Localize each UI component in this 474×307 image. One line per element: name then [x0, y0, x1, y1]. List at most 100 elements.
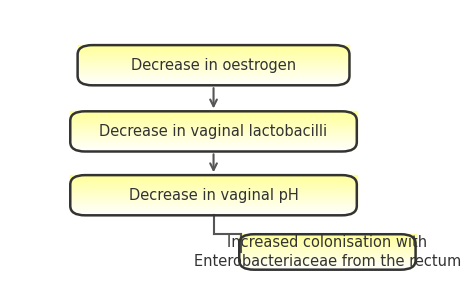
Bar — [70, 208, 357, 209]
Bar — [70, 124, 357, 125]
Text: Decrease in vaginal pH: Decrease in vaginal pH — [128, 188, 299, 203]
Bar — [78, 48, 349, 49]
Bar — [70, 121, 357, 122]
Bar — [70, 194, 357, 195]
Bar — [78, 50, 349, 51]
Bar — [70, 140, 357, 141]
Bar — [70, 207, 357, 208]
Bar — [70, 122, 357, 123]
Bar — [239, 241, 416, 242]
Bar — [239, 255, 416, 256]
Bar — [70, 131, 357, 132]
Bar — [78, 66, 349, 67]
Bar — [70, 137, 357, 138]
Bar — [70, 185, 357, 186]
Bar — [78, 83, 349, 84]
Bar — [78, 61, 349, 62]
Bar — [239, 250, 416, 251]
Bar — [78, 72, 349, 73]
Bar — [78, 64, 349, 65]
Bar — [70, 144, 357, 145]
Bar — [239, 265, 416, 266]
Bar — [78, 63, 349, 64]
Bar — [70, 195, 357, 196]
Bar — [70, 141, 357, 142]
Bar — [78, 49, 349, 50]
Bar — [239, 261, 416, 262]
Bar — [239, 269, 416, 270]
Bar — [239, 243, 416, 244]
Bar — [78, 76, 349, 77]
Bar — [78, 84, 349, 85]
Bar — [78, 58, 349, 59]
Bar — [70, 210, 357, 211]
Bar — [70, 186, 357, 187]
Bar — [78, 56, 349, 57]
Bar — [78, 81, 349, 82]
Bar — [70, 119, 357, 120]
Bar — [70, 135, 357, 136]
Bar — [239, 256, 416, 257]
Bar — [70, 145, 357, 146]
Bar — [78, 60, 349, 61]
Bar — [70, 200, 357, 201]
Bar — [70, 122, 357, 123]
Bar — [70, 196, 357, 197]
Bar — [78, 68, 349, 69]
Bar — [70, 214, 357, 215]
Bar — [239, 240, 416, 241]
Bar — [78, 57, 349, 58]
Bar — [70, 142, 357, 143]
Bar — [70, 133, 357, 134]
Bar — [239, 245, 416, 246]
Bar — [70, 179, 357, 180]
Bar — [70, 149, 357, 150]
Bar — [70, 123, 357, 124]
Bar — [78, 58, 349, 59]
Bar — [239, 259, 416, 260]
Bar — [78, 84, 349, 85]
Bar — [239, 257, 416, 258]
Bar — [70, 187, 357, 188]
Bar — [70, 134, 357, 135]
Bar — [70, 201, 357, 202]
Bar — [78, 69, 349, 70]
Bar — [70, 212, 357, 213]
Bar — [70, 139, 357, 140]
Bar — [70, 141, 357, 142]
Text: Increased colonisation with
Enterobacteriaceae from the rectum: Increased colonisation with Enterobacter… — [194, 235, 461, 269]
Bar — [70, 186, 357, 187]
Text: Decrease in vaginal lactobacilli: Decrease in vaginal lactobacilli — [100, 124, 328, 139]
Bar — [70, 211, 357, 212]
Bar — [70, 114, 357, 115]
Bar — [70, 137, 357, 138]
Bar — [70, 176, 357, 177]
Bar — [70, 198, 357, 199]
Bar — [239, 252, 416, 253]
Bar — [70, 127, 357, 128]
Bar — [70, 205, 357, 206]
Bar — [70, 143, 357, 144]
Bar — [239, 246, 416, 247]
Bar — [70, 213, 357, 214]
Bar — [239, 254, 416, 255]
Bar — [70, 132, 357, 133]
Bar — [70, 183, 357, 184]
Bar — [239, 245, 416, 246]
Bar — [70, 184, 357, 185]
Bar — [78, 62, 349, 63]
Bar — [239, 252, 416, 253]
Bar — [239, 239, 416, 240]
Bar — [78, 59, 349, 60]
Bar — [70, 208, 357, 209]
Bar — [70, 192, 357, 193]
Bar — [70, 212, 357, 213]
Bar — [78, 79, 349, 80]
Bar — [239, 253, 416, 254]
Bar — [239, 236, 416, 237]
Bar — [239, 243, 416, 244]
Bar — [239, 267, 416, 268]
Bar — [70, 115, 357, 116]
Bar — [239, 242, 416, 243]
Bar — [70, 133, 357, 134]
